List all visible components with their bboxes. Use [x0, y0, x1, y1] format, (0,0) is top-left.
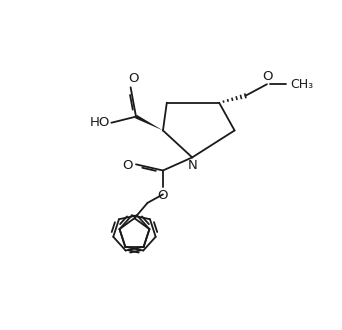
Text: O: O: [122, 159, 133, 172]
Text: HO: HO: [90, 116, 110, 129]
Polygon shape: [135, 115, 163, 130]
Text: O: O: [262, 71, 273, 83]
Text: O: O: [129, 72, 139, 85]
Text: O: O: [157, 189, 168, 202]
Text: CH₃: CH₃: [290, 78, 313, 91]
Text: N: N: [188, 159, 198, 172]
